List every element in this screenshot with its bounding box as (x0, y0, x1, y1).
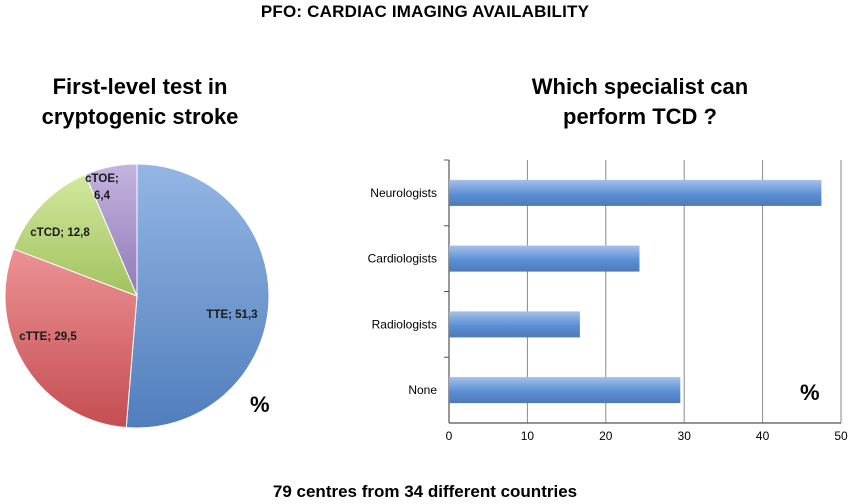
pie-slice-ctoe (84, 163, 138, 297)
pie-label-ctoe: cTOE; 6,4 (85, 173, 119, 202)
pie-title-line-2: cryptogenic stroke (41, 103, 239, 129)
category-label-neurologists: Neurologists (370, 186, 437, 200)
bar-chart-title: Which specialist can perform TCD ? (480, 72, 800, 131)
category-label-radiologists: Radiologists (372, 317, 437, 331)
pie-label-ctcd: cTCD; 12,8 (30, 227, 90, 239)
x-tick-label: 20 (599, 429, 613, 443)
x-tick-label: 0 (446, 429, 453, 443)
pie-chart-title: First-level test in cryptogenic stroke (20, 72, 260, 131)
pie-slice-tte (125, 163, 270, 429)
bar-cardiologists (449, 245, 640, 272)
bar-radiologists (449, 311, 580, 338)
pie-slice-ctcd (13, 173, 138, 297)
pie-title-line-1: First-level test in (52, 74, 228, 99)
x-tick-label: 50 (834, 429, 848, 443)
x-tick-label: 40 (756, 429, 770, 443)
x-tick-label: 30 (678, 429, 692, 443)
pie-slice-ctte (4, 248, 138, 429)
bar-unit-label: % (800, 380, 820, 405)
x-tick-label: 10 (521, 429, 535, 443)
pie-label-tte: TTE; 51,3 (206, 309, 257, 321)
bar-neurologists (449, 179, 822, 206)
page-title: PFO: CARDIAC IMAGING AVAILABILITY (260, 2, 590, 21)
bar-title-line-1: Which specialist can (531, 74, 749, 99)
footer-note: 79 centres from 34 different countries (272, 482, 578, 501)
category-label-none: None (408, 383, 437, 397)
pie-label-ctte: cTTE; 29,5 (19, 331, 77, 343)
bar-title-line-2: perform TCD ? (563, 103, 717, 129)
bar-none (449, 377, 681, 404)
pie-unit-label: % (250, 392, 270, 417)
category-label-cardiologists: Cardiologists (368, 252, 437, 266)
